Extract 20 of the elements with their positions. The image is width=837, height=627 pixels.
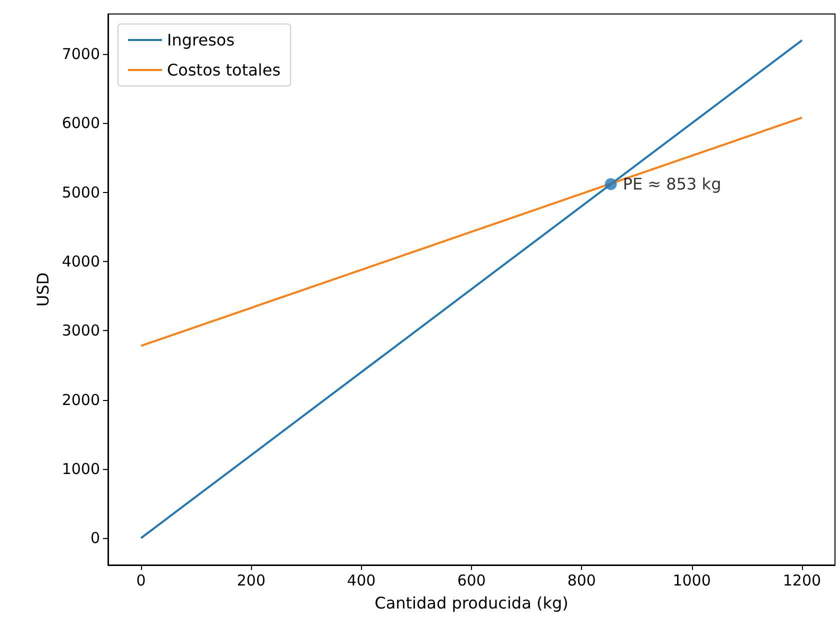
y-axis-title: USD [33,272,52,307]
legend-label: Costos totales [167,60,281,80]
y-tick-label: 3000 [62,322,100,340]
annotation: PE ≈ 853 kg [622,174,722,194]
y-tick-label: 2000 [62,390,100,409]
legend-label: Ingresos [167,30,235,50]
y-tick-label: 4000 [62,252,100,270]
x-tick-label: 200 [236,572,266,590]
y-tick-label: 6000 [62,114,100,132]
x-axis-title: Cantidad producida (kg) [374,594,568,612]
x-tick-label: 600 [457,572,486,590]
x-tick-label: 800 [567,572,596,590]
x-tick-label: 0 [136,572,146,590]
x-tick-label: 1000 [672,572,711,590]
y-tick-label: 1000 [62,460,100,478]
y-tick-label: 7000 [62,45,100,64]
y-tick-label: 0 [90,529,100,548]
x-tick-label: 1200 [782,572,822,590]
y-tick-label: 5000 [62,183,100,202]
x-tick-label: 400 [347,572,376,590]
